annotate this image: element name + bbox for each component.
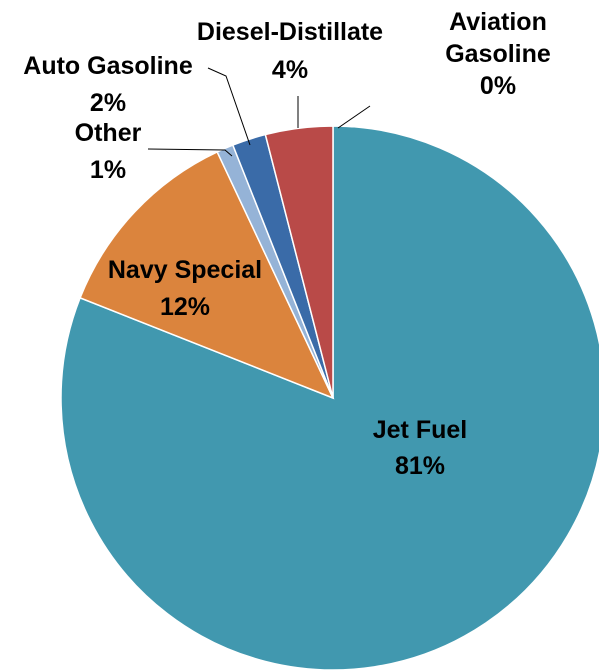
label-aviation-gasoline-name: Aviation [449, 8, 547, 36]
label-jet-fuel-name: Jet Fuel [373, 416, 467, 444]
label-aviation-gasoline: Aviation Gasoline 0% [445, 8, 551, 100]
label-aviation-gasoline-percent: 0% [480, 72, 516, 100]
label-auto-gasoline-name: Auto Gasoline [23, 52, 193, 80]
label-other-percent: 1% [90, 156, 126, 184]
leader-auto-gasoline [208, 68, 250, 145]
label-navy-special-percent: 12% [160, 293, 210, 321]
label-diesel-distillate: Diesel-Distillate 4% [197, 18, 383, 84]
label-diesel-distillate-percent: 4% [272, 56, 308, 84]
label-auto-gasoline: Auto Gasoline 2% [23, 52, 193, 117]
label-navy-special-name: Navy Special [108, 256, 262, 284]
label-other: Other 1% [75, 119, 142, 184]
leader-aviation-gasoline [338, 106, 370, 128]
label-other-name: Other [75, 119, 142, 147]
label-aviation-gasoline-name: Gasoline [445, 40, 551, 68]
label-diesel-distillate-name: Diesel-Distillate [197, 18, 383, 46]
label-jet-fuel-percent: 81% [395, 452, 445, 480]
label-auto-gasoline-percent: 2% [90, 89, 126, 117]
pie-slices [61, 126, 599, 670]
